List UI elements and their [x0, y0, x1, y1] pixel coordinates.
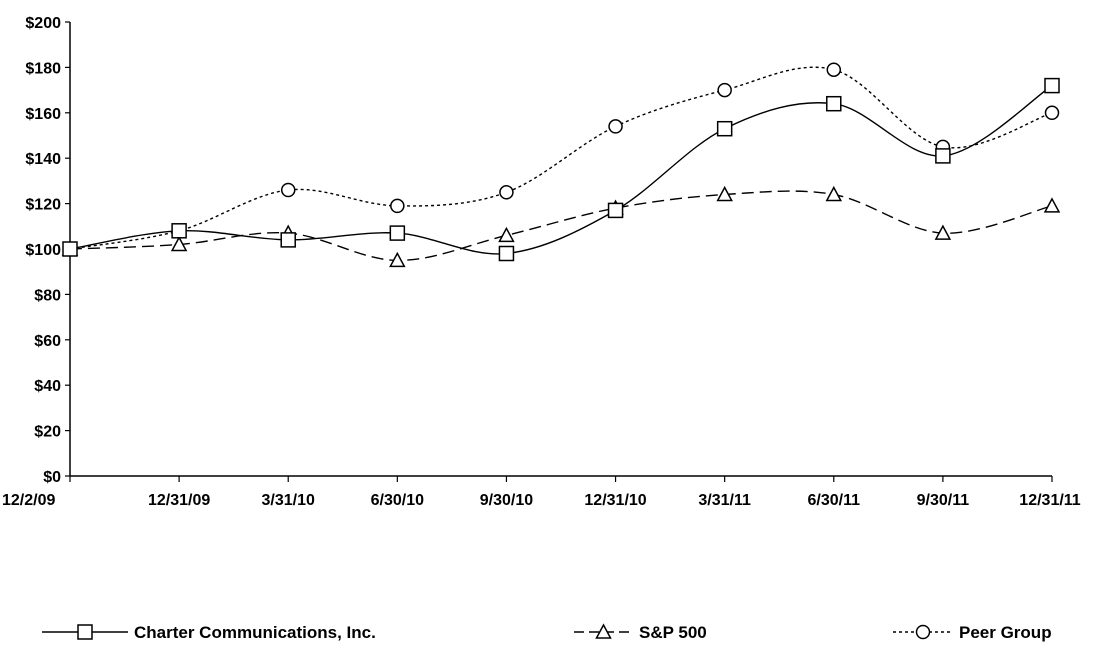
data-point-charter-communications-inc [62, 241, 78, 257]
data-point-s-p-500 [1043, 197, 1061, 213]
y-tick-label: $140 [25, 151, 61, 168]
data-point-charter-communications-inc [280, 232, 296, 248]
y-tick-label: $60 [34, 333, 61, 350]
x-tick-label: 12/31/09 [148, 492, 210, 509]
series-charter-communications-inc [62, 77, 1060, 262]
data-point-peer-group [499, 185, 514, 200]
y-tick-label: $80 [34, 287, 61, 304]
x-tick-label: 9/30/11 [917, 492, 970, 509]
series-line-charter-communications-inc [69, 85, 1053, 255]
series-peer-group [62, 62, 1060, 257]
legend-item-s-p-500: S&P 500 [574, 623, 707, 642]
y-tick-label: $100 [25, 242, 61, 259]
x-tick-label: 12/2/09 [2, 492, 55, 509]
x-tick-label: 6/30/11 [808, 492, 861, 509]
data-point-charter-communications-inc [826, 95, 842, 112]
data-point-peer-group [280, 182, 296, 198]
legend-item-charter-communications-inc: Charter Communications, Inc. [42, 623, 376, 642]
x-tick-label: 9/30/10 [480, 492, 533, 509]
y-tick-label: $200 [25, 15, 61, 32]
y-axis-ticks: $0 $20 $40 $60 $80 $100 $120 $140 $160 $180 $200 [25, 15, 70, 486]
x-tick-label: 12/31/10 [584, 492, 646, 509]
x-axis-ticks: 12/2/09 12/31/09 3/31/10 6/30/10 9/30/10 12/3… [2, 476, 1081, 509]
y-tick-label: $40 [34, 378, 61, 395]
data-point-s-p-500 [498, 226, 515, 243]
data-point-charter-communications-inc [171, 223, 187, 239]
data-point-s-p-500 [934, 224, 952, 240]
y-tick-label: $160 [25, 106, 61, 123]
legend-marker [77, 624, 93, 640]
x-tick-label: 6/30/10 [371, 492, 424, 509]
data-point-charter-communications-inc [389, 225, 406, 241]
data-point-charter-communications-inc [716, 120, 733, 137]
data-point-peer-group [717, 82, 732, 98]
legend-marker [915, 624, 931, 640]
legend-label: Charter Communications, Inc. [134, 623, 376, 642]
legend-marker [595, 623, 612, 639]
legend: Charter Communications, Inc. S&P 500 Peer … [42, 623, 1052, 642]
data-point-s-p-500 [170, 235, 188, 252]
data-point-charter-communications-inc [1044, 77, 1060, 94]
x-tick-label: 3/31/10 [262, 492, 315, 509]
legend-label: Peer Group [959, 623, 1052, 642]
data-point-peer-group [826, 62, 842, 77]
data-point-charter-communications-inc [607, 202, 624, 219]
y-tick-label: $120 [25, 197, 61, 214]
data-point-peer-group [608, 119, 623, 134]
legend-item-peer-group: Peer Group [893, 623, 1052, 642]
x-tick-label: 3/31/11 [698, 492, 751, 509]
data-point-peer-group [390, 198, 405, 214]
series-line-s-p-500 [69, 190, 1053, 262]
series-line-peer-group [69, 66, 1053, 250]
data-point-charter-communications-inc [935, 148, 951, 164]
data-point-s-p-500 [716, 185, 733, 202]
series-layer [61, 62, 1061, 268]
y-tick-label: $20 [34, 424, 61, 441]
x-tick-label: 12/31/11 [1019, 492, 1081, 509]
y-tick-label: $180 [25, 60, 61, 77]
y-tick-label: $0 [43, 469, 61, 486]
chart-axes [69, 22, 1052, 477]
series-s-p-500 [61, 185, 1061, 268]
data-point-s-p-500 [825, 185, 843, 202]
data-point-s-p-500 [389, 251, 406, 268]
legend-label: S&P 500 [639, 623, 707, 642]
data-point-peer-group [1044, 105, 1060, 121]
data-point-charter-communications-inc [498, 245, 515, 262]
